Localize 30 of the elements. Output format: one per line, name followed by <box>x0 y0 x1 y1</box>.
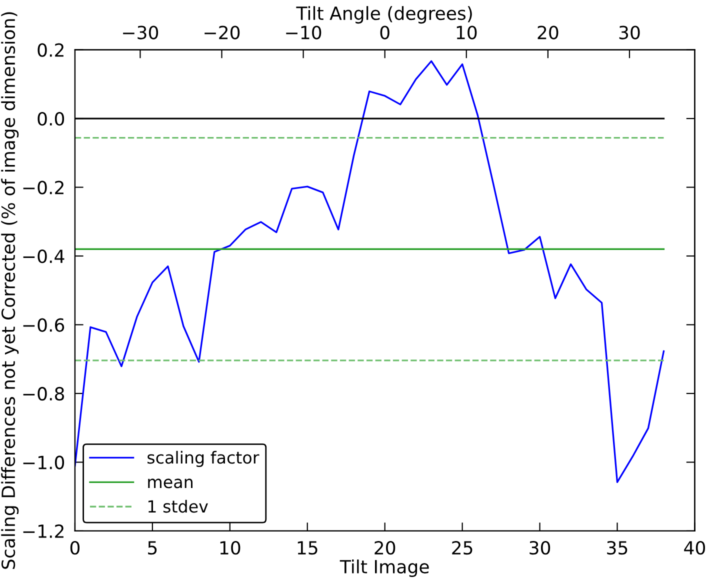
legend-label: 1 stdev <box>148 500 208 513</box>
x-tick-label: 0 <box>70 540 80 555</box>
y-tick-label: −0.4 <box>23 249 64 264</box>
y-axis-title: Scaling Differences not yet Corrected (% of image dimension) <box>1 12 19 569</box>
x-tick-label: 10 <box>220 540 240 555</box>
x2-tick-label: −20 <box>204 26 240 40</box>
x-axis-title: Tilt Image <box>340 560 429 578</box>
x2-axis-title: Tilt Angle (degrees) <box>296 6 472 24</box>
x-tick-label: 5 <box>148 541 157 555</box>
x2-tick-label: 10 <box>456 26 477 40</box>
x2-tick-label: −10 <box>286 26 322 40</box>
x-tick-label: 15 <box>298 541 318 555</box>
y-tick-label: −1.2 <box>23 524 64 538</box>
x2-tick-label: −30 <box>123 26 158 40</box>
x2-tick-label: 30 <box>619 26 640 40</box>
y-tick-label: 0.2 <box>38 43 64 57</box>
y-tick-label: −0.8 <box>23 386 64 401</box>
y-tick-label: 0.0 <box>38 112 64 126</box>
x-tick-label: 20 <box>374 540 396 555</box>
legend-label: scaling factor <box>148 450 260 468</box>
x-tick-label: 40 <box>684 540 706 555</box>
x2-tick-label: 20 <box>538 26 558 40</box>
y-tick-label: −0.2 <box>23 180 64 194</box>
x-tick-label: 35 <box>607 540 628 555</box>
x2-tick-label: 0 <box>380 26 390 40</box>
y-tick-label: −1.0 <box>23 456 64 470</box>
x-tick-label: 25 <box>452 540 472 555</box>
x-tick-label: 30 <box>530 540 550 555</box>
legend-label: mean <box>148 478 192 488</box>
y-tick-label: −0.6 <box>23 318 64 332</box>
